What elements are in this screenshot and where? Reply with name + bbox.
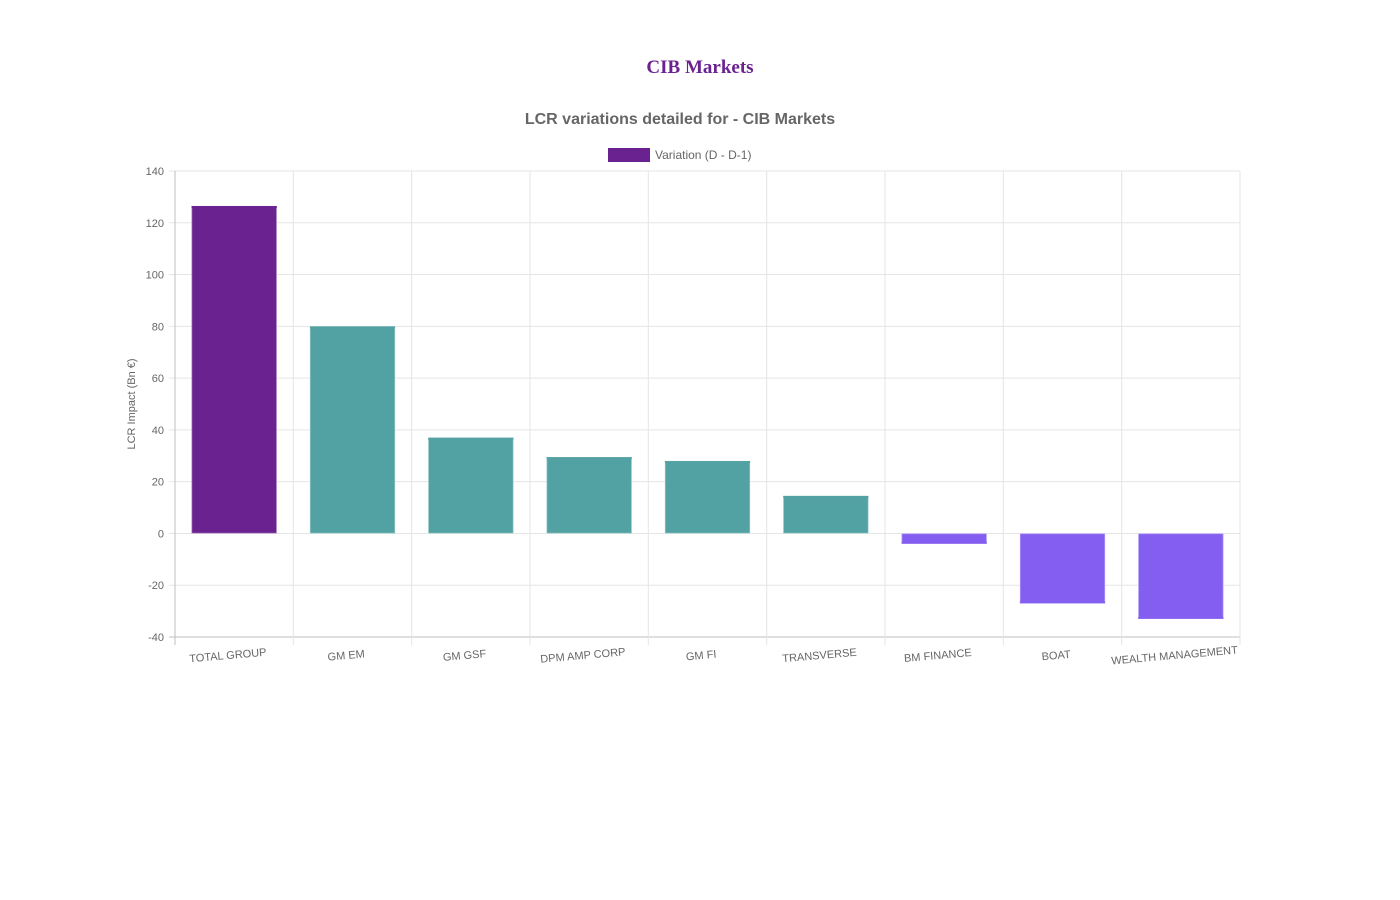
legend[interactable]: Variation (D - D-1) — [608, 148, 751, 162]
y-tick-label: 40 — [152, 425, 164, 437]
bar[interactable] — [1137, 532, 1225, 620]
bar[interactable] — [782, 495, 870, 535]
y-axis-title: LCR Impact (Bn €) — [126, 358, 138, 449]
x-tick-label: TOTAL GROUP — [189, 647, 267, 666]
x-tick-label: GM EM — [327, 648, 365, 663]
bar[interactable] — [190, 205, 278, 535]
x-tick-label: WEALTH MANAGEMENT — [1111, 644, 1239, 667]
x-tick-label: BM FINANCE — [904, 647, 973, 665]
y-tick-label: -20 — [148, 580, 164, 592]
y-tick-label: 20 — [152, 477, 164, 489]
x-tick-label: BOAT — [1041, 649, 1071, 664]
x-tick-label: TRANSVERSE — [782, 647, 857, 665]
bar[interactable] — [309, 325, 396, 535]
y-tick-label: 120 — [146, 218, 164, 230]
y-tick-label: 100 — [146, 270, 164, 282]
x-tick-labels: TOTAL GROUP GM EM GM GSF DPM AMP CORP GM FI T… — [189, 644, 1239, 667]
bar[interactable] — [1019, 532, 1106, 605]
legend-label: Variation (D - D-1) — [655, 148, 751, 162]
y-tick-label: 80 — [152, 321, 164, 333]
x-tick-label: GM GSF — [442, 648, 487, 664]
y-tick-labels: -40 -20 0 20 40 60 80 100 120 140 — [146, 166, 164, 644]
page-heading: CIB Markets — [646, 57, 754, 78]
x-tick-label: GM FI — [685, 649, 716, 664]
legend-swatch — [608, 148, 650, 162]
bars — [190, 205, 1225, 620]
bar[interactable] — [545, 456, 633, 535]
bar[interactable] — [427, 436, 515, 535]
y-tick-label: 60 — [152, 373, 164, 385]
x-tick-label: DPM AMP CORP — [540, 646, 626, 665]
chart-title: LCR variations detailed for - CIB Market… — [525, 111, 835, 128]
bar[interactable] — [664, 460, 751, 535]
y-tick-label: -40 — [148, 632, 164, 644]
y-tick-label: 0 — [158, 528, 164, 540]
y-tick-label: 140 — [146, 166, 164, 178]
